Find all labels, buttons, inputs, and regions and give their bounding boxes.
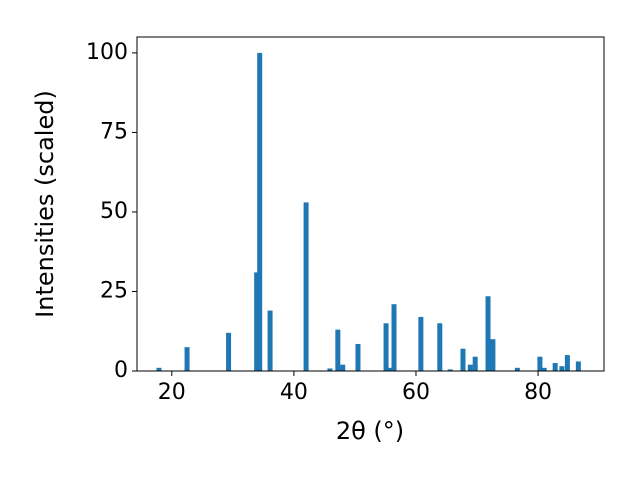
bar <box>355 343 361 371</box>
y-tick-label: 25 <box>100 278 128 303</box>
x-axis-label: 2θ (°) <box>336 417 404 445</box>
bar <box>267 310 273 371</box>
y-tick-label: 75 <box>100 119 128 144</box>
bar <box>383 323 389 371</box>
bar <box>575 361 581 371</box>
bar <box>303 202 309 371</box>
bar <box>552 363 558 371</box>
bar <box>437 323 443 371</box>
bar <box>514 367 520 371</box>
bar <box>391 304 397 371</box>
y-tick-label: 0 <box>114 358 128 383</box>
plot-frame <box>136 36 605 372</box>
bar <box>460 348 466 371</box>
bar <box>156 367 162 371</box>
bar <box>254 272 260 371</box>
bar <box>564 355 570 371</box>
bar <box>340 364 346 371</box>
bar <box>257 52 263 372</box>
bar <box>335 329 341 371</box>
bar <box>327 368 333 371</box>
bar <box>226 332 232 371</box>
x-tick-label: 80 <box>524 380 552 405</box>
bar <box>184 347 190 371</box>
x-tick-label: 60 <box>402 380 430 405</box>
bar <box>418 316 424 371</box>
x-tick-label: 20 <box>158 380 186 405</box>
bar <box>485 296 491 371</box>
y-axis-label: Intensities (scaled) <box>31 90 59 318</box>
bar <box>387 367 393 371</box>
bar <box>467 364 473 371</box>
bar <box>490 339 496 371</box>
bar <box>541 367 547 371</box>
y-tick-label: 50 <box>100 199 128 224</box>
bar <box>447 369 453 371</box>
bar <box>559 366 565 371</box>
bar <box>537 356 543 371</box>
y-tick-label: 100 <box>86 40 128 65</box>
x-tick-label: 40 <box>280 380 308 405</box>
bar <box>472 356 478 371</box>
